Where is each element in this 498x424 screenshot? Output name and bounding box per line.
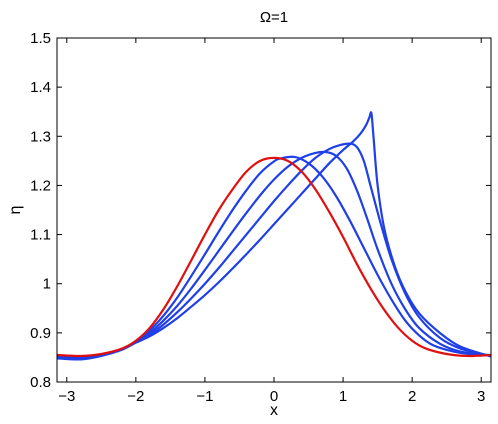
y-tick-label-0: 0.8 (30, 374, 51, 391)
series-line-2 (57, 155, 491, 358)
plot-frame (56, 37, 492, 383)
y-tick-label-7: 1.5 (30, 30, 51, 47)
x-axis-label: x (270, 402, 278, 419)
series-line-5 (57, 111, 491, 361)
chart-title: Ω=1 (260, 9, 288, 26)
x-tick-label-2: −1 (196, 388, 213, 405)
x-tick-label-6: 3 (477, 388, 485, 405)
x-tick-label-5: 2 (408, 388, 416, 405)
x-tick-label-1: −2 (127, 388, 144, 405)
series-layer (57, 111, 491, 361)
x-tick-label-3: 0 (270, 388, 278, 405)
y-tick-label-4: 1.2 (30, 177, 51, 194)
tick-layer: −3 −2 −1 0 1 2 3 0.8 0.9 1 1.1 1.2 1.3 1.4 1.5 (30, 30, 491, 405)
y-tick-label-6: 1.4 (30, 79, 51, 96)
x-tick-label-0: −3 (58, 388, 75, 405)
series-line-4 (57, 142, 491, 360)
x-tick-label-4: 1 (339, 388, 347, 405)
y-tick-label-3: 1.1 (30, 227, 51, 244)
y-tick-label-5: 1.3 (30, 128, 51, 145)
y-tick-label-1: 0.9 (30, 325, 51, 342)
series-line-1 (57, 156, 491, 358)
y-axis-label: η (7, 206, 24, 215)
y-tick-label-2: 1 (43, 276, 51, 293)
series-line-3 (57, 150, 491, 359)
